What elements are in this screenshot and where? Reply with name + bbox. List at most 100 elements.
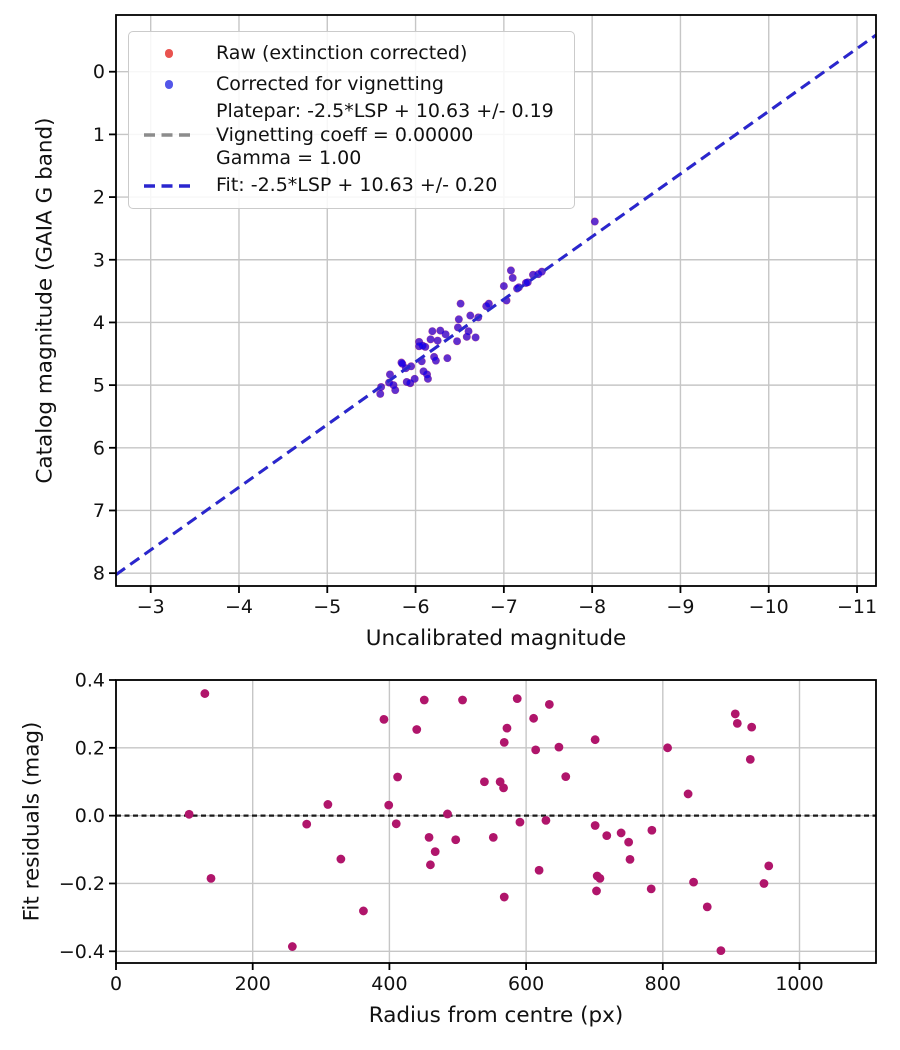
scatter-point xyxy=(499,892,509,902)
scatter-point xyxy=(507,266,515,275)
scatter-point xyxy=(502,723,512,733)
x-tick-label: −11 xyxy=(837,596,877,618)
y-tick-label: 0 xyxy=(93,61,105,83)
axis-ticks: 0 200 400 600 800 1000 0.4 0.2 0.0 −0.2 −0.4 xyxy=(59,670,824,996)
scatter-point xyxy=(716,946,726,956)
scatter-point xyxy=(480,777,489,787)
scatter-point xyxy=(359,906,368,916)
corrected-dot-marker-icon xyxy=(141,80,197,89)
y-tick-label: 6 xyxy=(93,437,105,459)
legend-row-platepar: Platepar: -2.5*LSP + 10.63 +/- 0.19 Vign… xyxy=(129,100,574,171)
scatter-point xyxy=(436,326,445,335)
scatter-point xyxy=(561,772,571,782)
axes-spine xyxy=(115,14,877,587)
scatter-point xyxy=(515,817,525,827)
y-tick-label: 0.4 xyxy=(75,670,105,692)
y-tick-label: 0.2 xyxy=(75,737,105,759)
scatter-point xyxy=(384,800,394,810)
axis-ticks: −3 −4 −5 −6 −7 −8 −9 −10 −11 0 1 2 3 4 5 6 7 8 xyxy=(93,61,877,618)
y-tick-label: 3 xyxy=(93,249,105,271)
scatter-point xyxy=(419,695,429,705)
y-tick-label: −0.2 xyxy=(59,873,105,895)
scatter-point xyxy=(764,861,774,871)
x-tick-label: 400 xyxy=(371,973,407,995)
scatter-point xyxy=(419,367,428,376)
scatter-point xyxy=(323,800,333,809)
x-tick-label: 200 xyxy=(235,973,271,995)
scatter-point xyxy=(453,337,461,346)
bottom-xaxis-label: Radius from centre (px) xyxy=(368,1003,624,1028)
x-tick-label: 600 xyxy=(508,973,544,995)
scatter-point xyxy=(443,354,452,362)
platepar-line-2: Vignetting coeff = 0.00000 xyxy=(216,123,474,146)
x-tick-label: −9 xyxy=(666,596,694,618)
x-tick-label: −8 xyxy=(578,596,606,618)
scatter-point xyxy=(544,700,554,709)
scatter-point xyxy=(625,854,635,864)
legend-label-platepar: Platepar: -2.5*LSP + 10.63 +/- 0.19 Vign… xyxy=(216,100,554,171)
scatter-point xyxy=(426,335,435,344)
residuals-plot: 0 200 400 600 800 1000 0.4 0.2 0.0 −0.2 −0.4 Radiu… xyxy=(20,670,877,1028)
scatter-point xyxy=(426,860,435,870)
fit-line xyxy=(115,33,877,576)
raw-dot-marker-icon xyxy=(141,49,197,58)
y-tick-label: 4 xyxy=(93,312,105,334)
scatter-point xyxy=(590,735,600,745)
scatter-point xyxy=(616,828,626,838)
legend-label-raw: Raw (extinction corrected) xyxy=(216,41,468,64)
y-tick-label: 8 xyxy=(93,563,105,585)
scatter-point xyxy=(624,837,634,847)
scatter-point xyxy=(433,336,442,345)
legend: Raw (extinction corrected) Corrected for… xyxy=(128,31,575,209)
scatter-point xyxy=(499,783,508,793)
scatter-point xyxy=(689,877,698,887)
scatter-point xyxy=(663,743,672,753)
scatter-point xyxy=(200,689,210,698)
scatter-point xyxy=(730,709,740,719)
scatter-point xyxy=(386,370,394,379)
legend-label-corrected: Corrected for vignetting xyxy=(216,72,444,95)
scatter-point xyxy=(590,217,599,226)
scatter-point xyxy=(458,695,467,705)
y-tick-label: −0.4 xyxy=(59,941,105,963)
magnitude-fit-plot: −3 −4 −5 −6 −7 −8 −9 −10 −11 0 1 2 3 4 5 6 7 8 Raw (extin… xyxy=(33,14,877,651)
scatter-point xyxy=(428,327,437,336)
x-tick-label: −3 xyxy=(137,596,165,618)
residuals-canvas: 0 200 400 600 800 1000 0.4 0.2 0.0 −0.2 −0.4 xyxy=(59,670,877,995)
lines-over xyxy=(115,33,877,576)
scatter-point xyxy=(500,282,508,290)
gridlines xyxy=(115,679,876,963)
legend-label-fit: Fit: -2.5*LSP + 10.63 +/- 0.20 xyxy=(216,174,498,197)
scatter-point xyxy=(488,832,498,842)
scatter-point xyxy=(443,809,452,819)
legend-row-raw: Raw (extinction corrected) xyxy=(129,38,574,69)
x-tick-label: −10 xyxy=(749,596,789,618)
scatter-point xyxy=(595,873,605,883)
x-tick-label: −4 xyxy=(225,596,253,618)
scatter-point xyxy=(482,302,490,310)
scatter-point xyxy=(391,819,401,829)
scatter-point xyxy=(424,832,434,842)
scatter-point xyxy=(424,375,432,383)
scatter-point xyxy=(646,884,656,894)
scatter-point xyxy=(412,725,422,734)
x-tick-label: 0 xyxy=(110,973,122,995)
scatter-point xyxy=(702,902,712,912)
scatter-point xyxy=(747,722,757,732)
scatter-point xyxy=(529,713,539,723)
scatter-point xyxy=(376,390,385,398)
scatter-point xyxy=(554,742,564,752)
platepar-line-1: Platepar: -2.5*LSP + 10.63 +/- 0.19 xyxy=(216,100,554,122)
scatter-point xyxy=(499,737,509,747)
x-tick-label: −5 xyxy=(313,596,341,618)
y-tick-label: 1 xyxy=(93,124,105,146)
scatter-point xyxy=(287,942,297,951)
scatter-point xyxy=(534,865,544,875)
scatter-point xyxy=(592,886,601,896)
x-tick-label: 1000 xyxy=(775,973,823,995)
scatter-point xyxy=(391,386,400,394)
scatter-point xyxy=(602,831,612,841)
scatter-point xyxy=(508,274,517,282)
scatter-point xyxy=(647,825,657,835)
